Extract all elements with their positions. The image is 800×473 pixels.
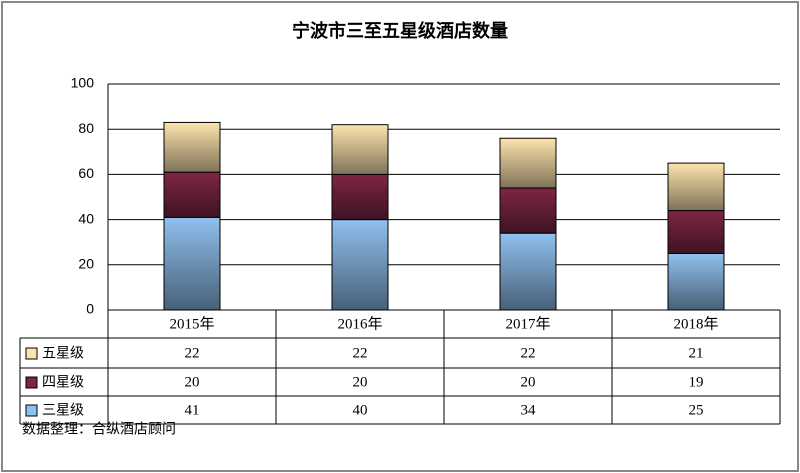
x-tick-label: 2016年 (337, 315, 382, 332)
legend-marker (25, 347, 38, 360)
table-value: 21 (689, 345, 704, 361)
table-value: 20 (353, 374, 368, 390)
bar (667, 253, 725, 311)
y-tick-label: 0 (86, 301, 94, 317)
x-tick-label: 2015年 (169, 315, 214, 332)
x-tick-label: 2017年 (505, 315, 550, 332)
bar (667, 210, 725, 254)
legend-label: 三星级 (42, 402, 84, 418)
legend-marker (25, 404, 38, 417)
table-value: 22 (185, 345, 200, 361)
table-value: 41 (185, 402, 200, 418)
legend-label: 五星级 (42, 345, 84, 361)
x-tick-label: 2018年 (673, 315, 718, 332)
table-value: 20 (521, 374, 536, 390)
bar (163, 171, 221, 218)
legend-label: 四星级 (42, 374, 84, 390)
bar (163, 216, 221, 311)
bar (331, 173, 389, 221)
chart-title: 宁波市三至五星级酒店数量 (292, 20, 508, 41)
table-value: 22 (353, 345, 368, 361)
y-tick-label: 20 (78, 256, 94, 272)
bar (163, 121, 221, 173)
bar (499, 187, 557, 234)
table-value: 40 (353, 402, 368, 418)
table-value: 20 (185, 374, 200, 390)
legend-marker (25, 376, 38, 389)
bar (331, 219, 389, 311)
table-value: 25 (689, 402, 704, 418)
bar (499, 232, 557, 311)
source-note: 数据整理：合纵酒店顾问 (22, 421, 176, 437)
table-value: 22 (521, 345, 536, 361)
y-tick-label: 60 (78, 165, 94, 181)
bar (667, 162, 725, 212)
bar (499, 137, 557, 189)
table-value: 34 (521, 402, 537, 418)
y-tick-label: 40 (78, 210, 94, 226)
table-value: 19 (689, 374, 704, 390)
y-tick-label: 80 (78, 120, 94, 136)
bar (331, 124, 389, 175)
y-tick-label: 100 (71, 75, 95, 91)
